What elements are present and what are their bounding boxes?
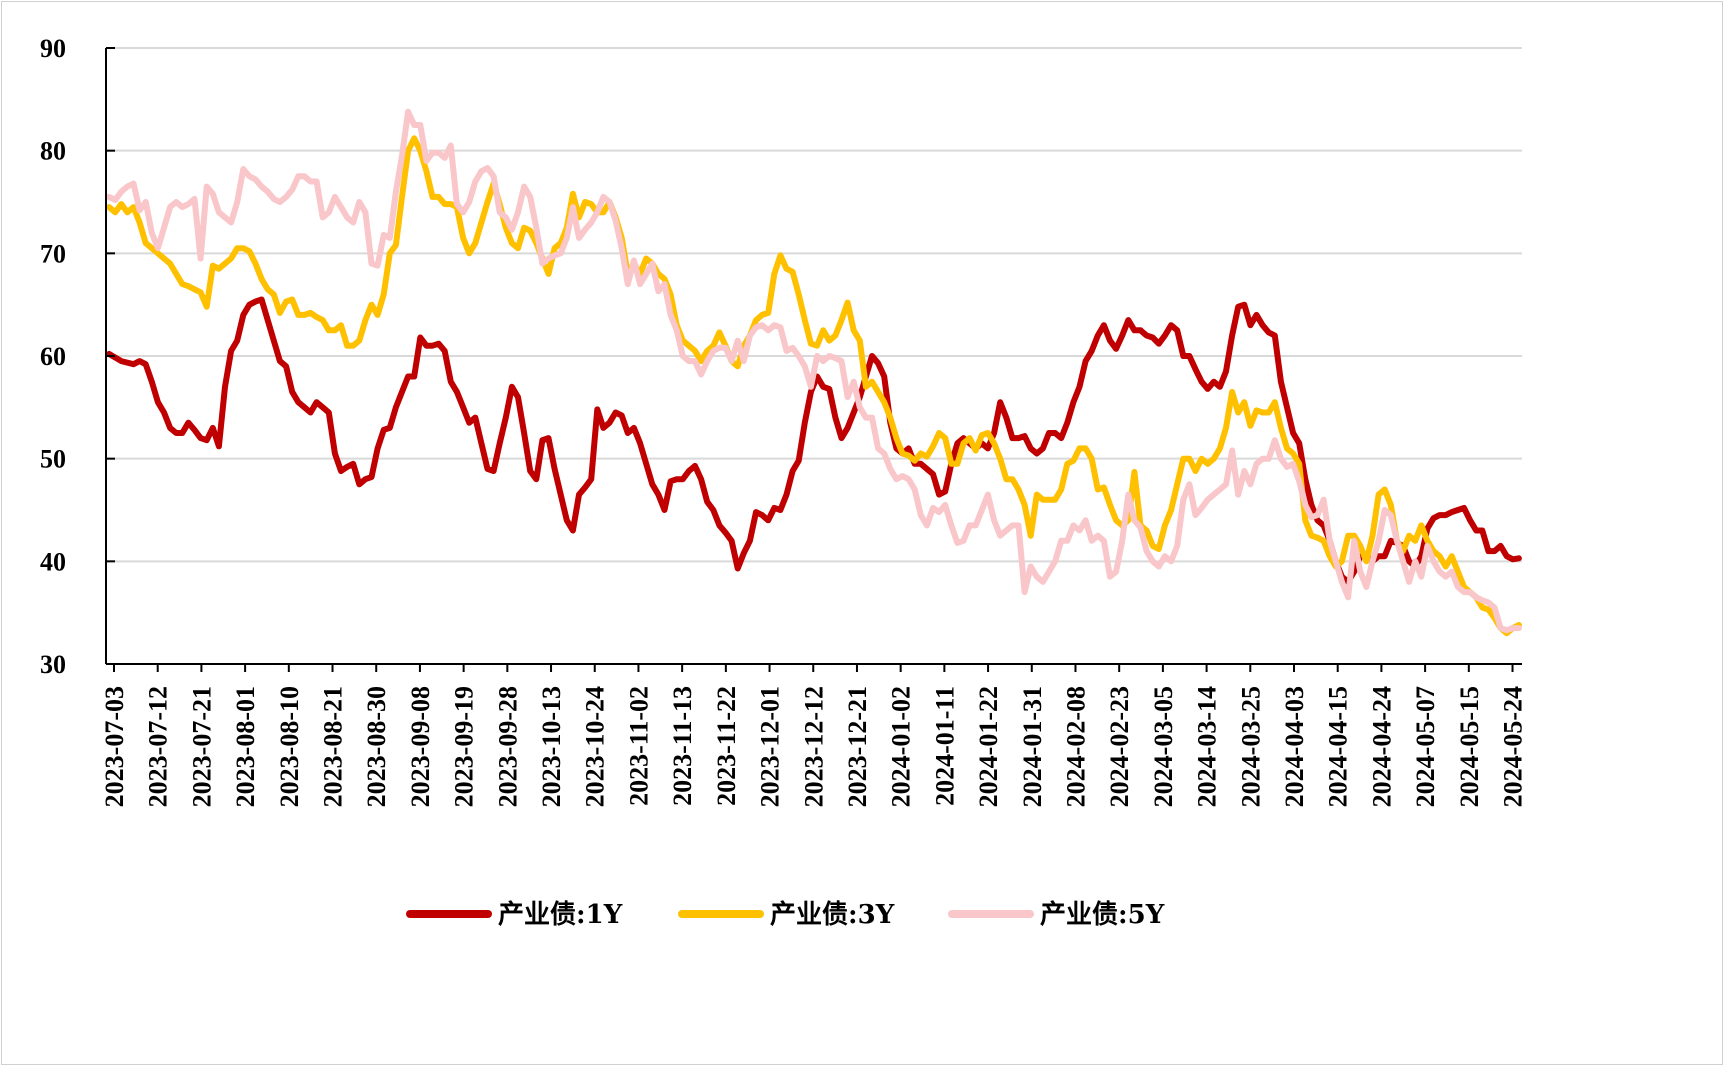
series-line-1 [106,296,1522,585]
x-tick-label: 2023-07-12 [144,686,173,807]
gridlines [106,47,1522,563]
x-tick-label: 2024-05-24 [1499,686,1528,807]
x-axis-ticks: 2023-07-03 2023-07-12 2023-07-21 2023-08-01… [100,664,1528,807]
y-tick-label: 70 [40,239,66,268]
series-line-2 [106,135,1522,637]
x-tick-label: 2024-04-24 [1367,686,1396,807]
x-tick-label: 2023-11-22 [712,686,741,806]
x-tick-label: 2023-08-01 [231,686,260,807]
x-tick-label: 2023-12-12 [799,686,828,807]
x-tick-label: 2023-08-30 [362,686,391,807]
x-tick-label: 2024-04-15 [1324,686,1353,807]
x-tick-label: 2024-01-02 [887,686,916,807]
legend-label-3: 产业债:5Y [1040,900,1165,930]
legend: 产业债:1Y 产业债:3Y 产业债:5Y [406,900,1165,930]
x-tick-label: 2023-11-02 [624,686,653,806]
x-tick-label: 2023-11-13 [668,686,697,806]
y-tick-label: 30 [40,650,66,679]
y-tick-label: 50 [40,445,66,474]
x-tick-label: 2023-12-01 [756,686,785,807]
x-tick-label: 2023-10-24 [581,686,610,807]
y-tick-label: 40 [40,547,66,576]
y-tick-label: 60 [40,342,66,371]
x-tick-label: 2023-09-19 [450,686,479,807]
x-tick-label: 2024-01-22 [974,686,1003,807]
y-tick-label: 80 [40,137,66,166]
x-tick-label: 2023-09-08 [406,686,435,807]
x-tick-label: 2024-01-31 [1018,686,1047,807]
x-tick-label: 2023-10-13 [537,686,566,807]
x-tick-label: 2024-03-14 [1193,686,1222,807]
x-tick-label: 2024-03-25 [1236,686,1265,807]
series-lines [106,108,1522,637]
x-tick-label: 2023-07-21 [187,686,216,807]
x-tick-label: 2023-08-21 [319,686,348,807]
x-tick-label: 2024-01-11 [930,686,959,806]
series-line-3 [106,108,1522,634]
y-axis-ticks: 30 40 50 60 70 80 90 [40,34,115,679]
y-tick-label: 90 [40,34,66,63]
x-tick-label: 2024-05-07 [1411,686,1440,807]
x-tick-label: 2024-02-23 [1105,686,1134,807]
legend-label-1: 产业债:1Y [498,900,623,930]
x-tick-label: 2023-12-21 [843,686,872,807]
x-tick-label: 2023-09-28 [493,686,522,807]
x-tick-label: 2023-07-03 [100,686,129,807]
x-tick-label: 2024-04-03 [1280,686,1309,807]
legend-label-2: 产业债:3Y [770,900,895,930]
x-tick-label: 2024-02-08 [1061,686,1090,807]
x-tick-label: 2024-05-15 [1455,686,1484,807]
x-tick-label: 2023-08-10 [275,686,304,807]
x-tick-label: 2024-03-05 [1149,686,1178,807]
